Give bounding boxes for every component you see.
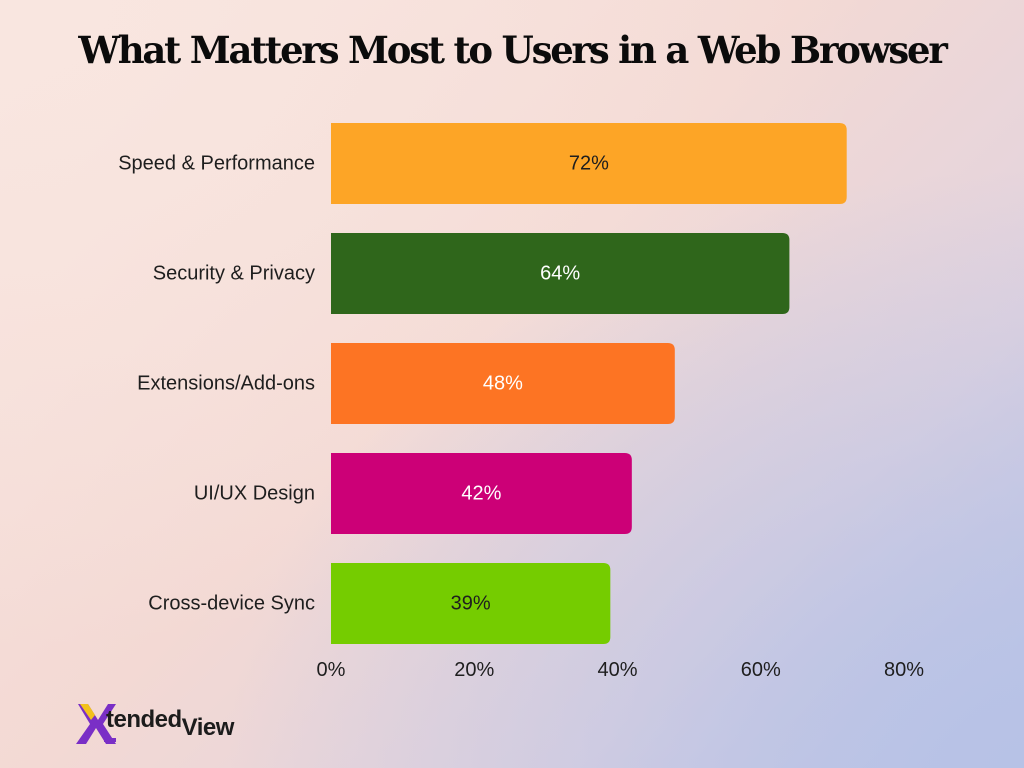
bar-value-label: 72% bbox=[569, 153, 609, 175]
category-label: UI/UX Design bbox=[194, 483, 315, 505]
category-label: Speed & Performance bbox=[118, 153, 315, 175]
logo-wordmark: tendedView bbox=[106, 706, 234, 741]
x-axis-ticks: 0% 20% 40% 60% 80% bbox=[317, 659, 925, 681]
x-tick-label: 80% bbox=[884, 659, 924, 681]
x-tick-label: 60% bbox=[741, 659, 781, 681]
brand-logo: tendedView bbox=[76, 700, 276, 746]
logo-x-mark-icon bbox=[76, 704, 116, 744]
bars-layer: Speed & Performance 72% Security & Privacy… bbox=[118, 123, 847, 644]
x-tick-label: 40% bbox=[597, 659, 637, 681]
category-label: Cross-device Sync bbox=[148, 593, 315, 615]
logo-text-tended: tended bbox=[106, 706, 182, 733]
x-tick-label: 0% bbox=[317, 659, 346, 681]
bar bbox=[331, 453, 632, 534]
bar bbox=[331, 563, 611, 644]
category-label: Security & Privacy bbox=[153, 263, 315, 285]
bar bbox=[331, 123, 847, 204]
bar bbox=[331, 233, 790, 314]
page-title: What Matters Most to Users in a Web Brow… bbox=[78, 28, 947, 72]
bar-value-label: 42% bbox=[461, 483, 501, 505]
bar-chart: Speed & Performance 72% Security & Privacy… bbox=[118, 123, 925, 681]
category-label: Extensions/Add-ons bbox=[137, 373, 315, 395]
bar-value-label: 39% bbox=[451, 593, 491, 615]
logo-text-view: View bbox=[181, 714, 235, 741]
bar-value-label: 64% bbox=[540, 263, 580, 285]
bar bbox=[331, 343, 675, 424]
bar-value-label: 48% bbox=[483, 373, 523, 395]
x-tick-label: 20% bbox=[454, 659, 494, 681]
